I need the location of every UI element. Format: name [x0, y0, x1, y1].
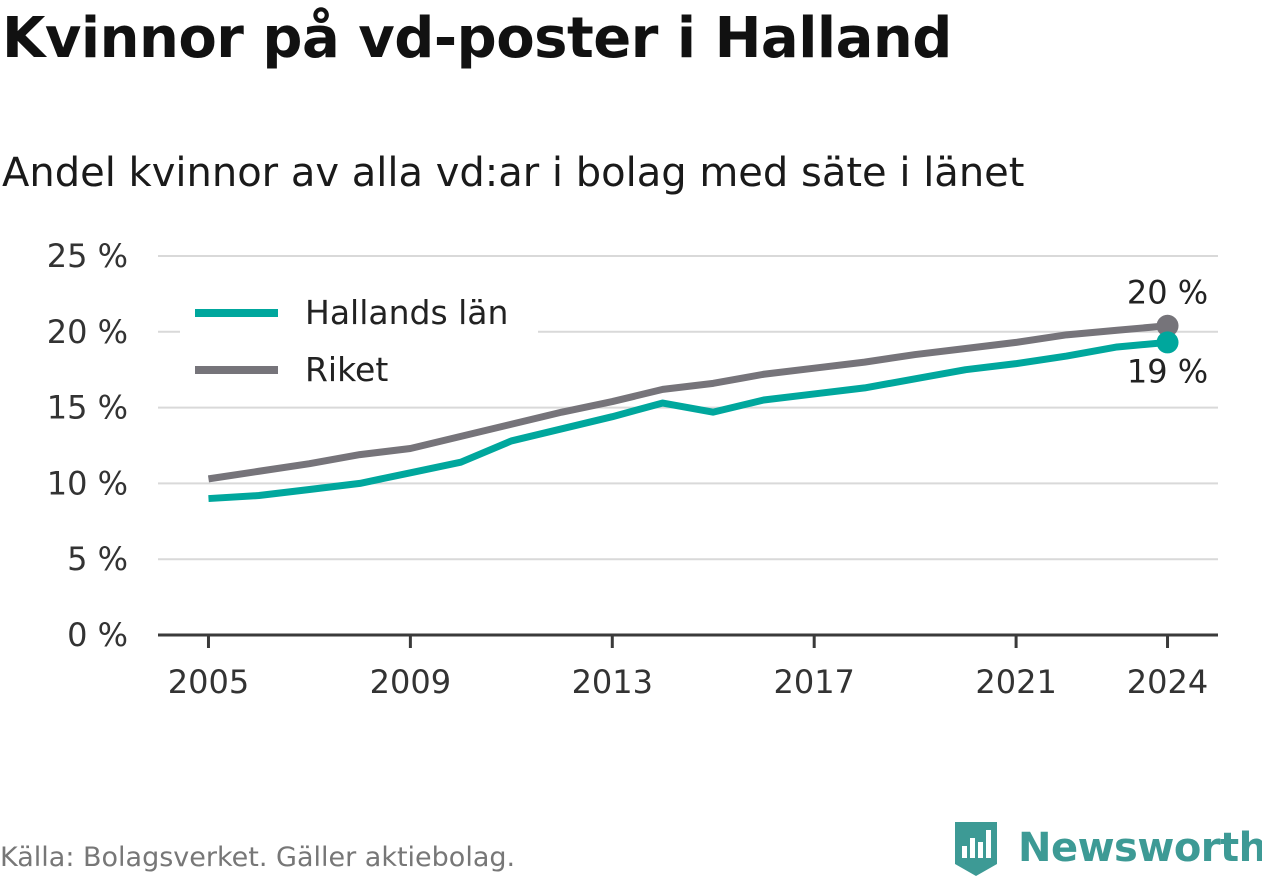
end-label-riket: 20 % — [1127, 274, 1208, 312]
x-tick-label: 2017 — [773, 663, 854, 701]
x-tick-label: 2009 — [370, 663, 451, 701]
y-tick-label: 15 % — [47, 389, 128, 427]
x-tick-label: 2005 — [168, 663, 249, 701]
chart-subtitle: Andel kvinnor av alla vd:ar i bolag med … — [2, 150, 1025, 196]
end-point-hallands-lan — [1156, 331, 1179, 354]
end-label-hallands-lan: 19 % — [1127, 352, 1208, 390]
y-tick-label: 20 % — [47, 313, 128, 351]
end-labels: 20 % 19 % — [1127, 274, 1208, 391]
series-line-riket — [207, 322, 1168, 483]
end-point-riket — [1156, 314, 1179, 337]
x-tick-label: 2013 — [572, 663, 653, 701]
series-line-hallands-lan — [208, 338, 1168, 503]
x-tick-label: 2024 — [1127, 663, 1208, 701]
newsworthy-logo-icon — [955, 822, 997, 876]
line-chart: 0 % 5 % 10 % 15 % 20 % 25 % 2005 2009 2013 2017 20… — [47, 237, 1218, 701]
legend-background — [180, 280, 538, 405]
x-tick-label: 2021 — [975, 663, 1056, 701]
axes: 0 % 5 % 10 % 15 % 20 % 25 % 2005 2009 2013 2017 20… — [47, 237, 1218, 701]
y-tick-label: 0 % — [67, 616, 128, 654]
chart-title: Kvinnor på vd-poster i Halland — [2, 6, 952, 71]
source-note: Källa: Bolagsverket. Gäller aktiebolag. — [0, 842, 516, 873]
legend: Hallands län Riket — [180, 280, 538, 405]
brand-logo[interactable]: Newsworthy — [952, 818, 1262, 878]
legend-label-hallands-lan: Hallands län — [305, 293, 508, 332]
legend-label-riket: Riket — [305, 350, 388, 389]
y-tick-label: 10 % — [47, 464, 128, 502]
y-tick-label: 5 % — [67, 540, 128, 578]
series-lines — [207, 314, 1179, 503]
y-tick-label: 25 % — [47, 237, 128, 275]
brand-name: Newsworthy — [1018, 825, 1262, 871]
